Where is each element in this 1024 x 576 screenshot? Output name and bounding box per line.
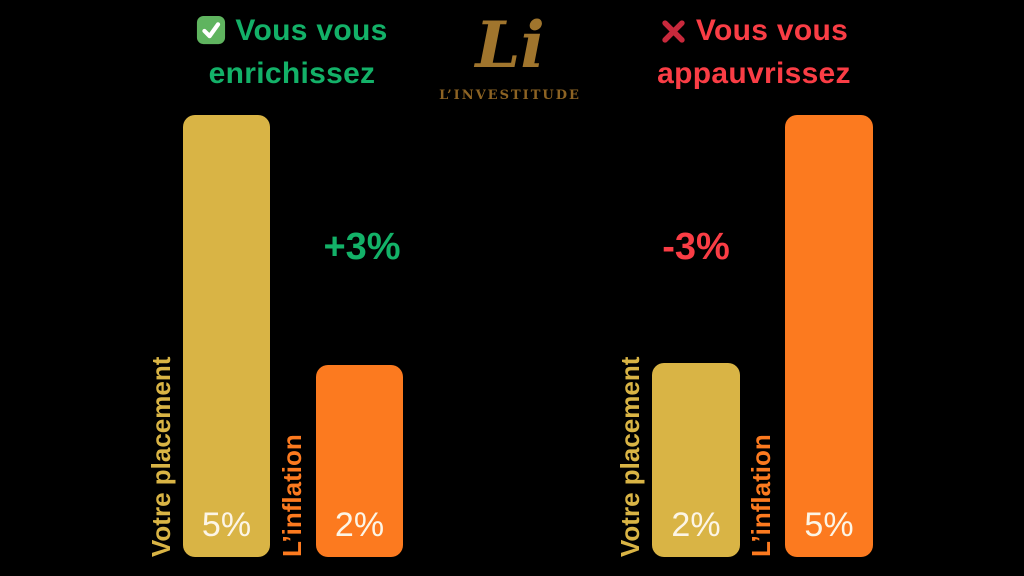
- impoverish-title-line1: Vous vous: [695, 14, 849, 47]
- impoverish-placement-value: 2%: [671, 506, 721, 544]
- check-icon: [196, 15, 226, 55]
- impoverish-placement-axis-label: Votre placement: [615, 356, 645, 557]
- impoverish-title-line2: appauvrissez: [657, 57, 851, 90]
- enrich-header: Vous vous enrichissez: [182, 12, 402, 93]
- enrich-delta-label: +3%: [323, 226, 401, 268]
- enrich-placement-bar: 5%: [183, 115, 270, 557]
- brand-logo: Li L’INVESTITUDE: [420, 6, 600, 103]
- cross-icon: [660, 17, 687, 55]
- enrich-placement-axis-label: Votre placement: [146, 356, 176, 557]
- impoverish-header-line1: Vous vous: [644, 12, 864, 55]
- impoverish-inflation-value: 5%: [804, 506, 854, 544]
- enrich-title-line1: Vous vous: [235, 14, 388, 47]
- logo-wordmark: L’INVESTITUDE: [439, 88, 581, 103]
- impoverish-header: Vous vous appauvrissez: [644, 12, 864, 93]
- impoverish-delta-label: -3%: [662, 226, 730, 268]
- enrich-inflation-bar: 2%: [316, 365, 403, 557]
- impoverish-placement-bar: 2%: [652, 363, 740, 557]
- enrich-placement-value: 5%: [201, 506, 252, 544]
- impoverish-inflation-bar: 5%: [785, 115, 873, 557]
- enrich-inflation-value: 2%: [334, 506, 385, 544]
- logo-monogram: Li: [475, 8, 545, 83]
- impoverish-inflation-axis-label: L’inflation: [746, 434, 776, 557]
- enrich-title-line2: enrichissez: [208, 57, 376, 90]
- enrich-inflation-axis-label: L’inflation: [277, 434, 307, 557]
- enrich-header-line1: Vous vous: [182, 12, 402, 55]
